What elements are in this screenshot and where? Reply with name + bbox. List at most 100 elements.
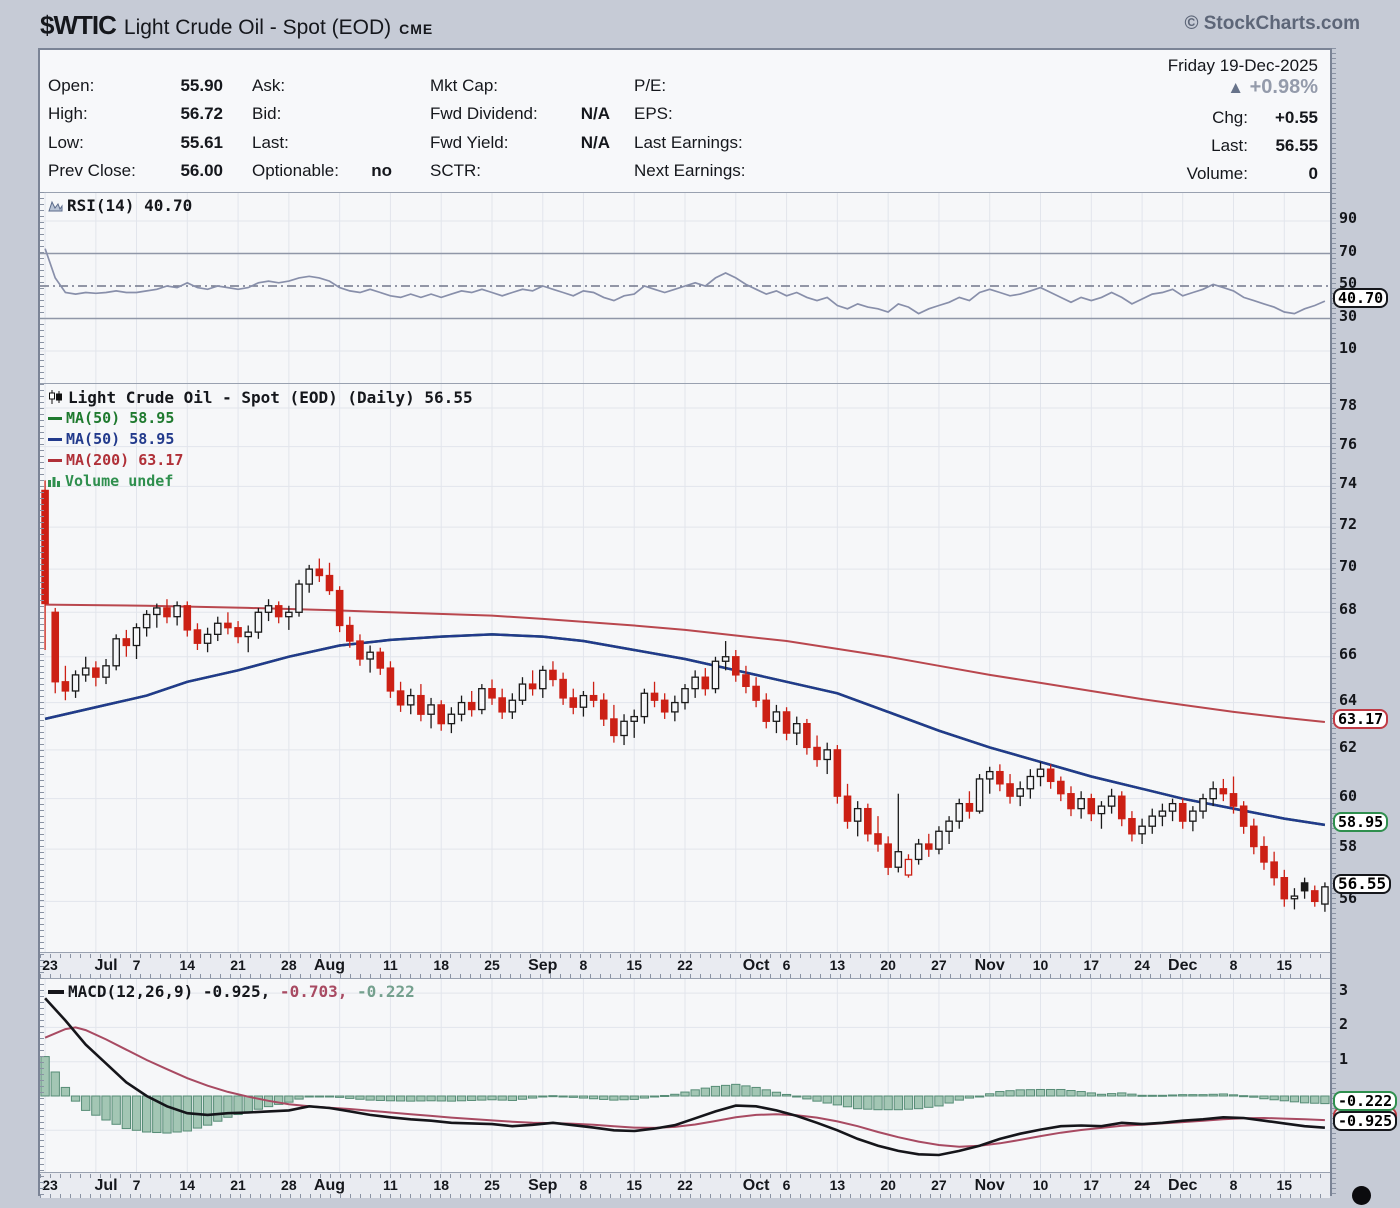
x-axis-month-label: Sep — [528, 957, 558, 974]
x-axis-day-label: 13 — [829, 957, 846, 973]
last-row: Last: 56.55 — [1211, 136, 1318, 155]
x-axis-bottom: 23 Jul 7 14 21 28 Aug 11 18 25 Sep 8 15 22 Oct 6 13 20 27 N… — [40, 1172, 1330, 1198]
y-axis-label: 66 — [1339, 644, 1358, 663]
rsi-legend: RSI(14) 40.70 — [48, 196, 192, 215]
x-axis-day-label: 14 — [179, 957, 196, 973]
x-axis-month-label: Dec — [1168, 957, 1198, 974]
high-value: 56.72 — [180, 104, 223, 123]
x-axis-month-label: Nov — [974, 957, 1005, 974]
x-axis-month-label: Nov — [974, 1177, 1005, 1194]
y-axis-label: 3 — [1339, 981, 1349, 1000]
last-label: Last: — [252, 133, 289, 152]
fwddiv-label: Fwd Dividend: — [430, 104, 538, 123]
x-axis-day-label: 15 — [1276, 957, 1293, 973]
volume-value: 0 — [1308, 164, 1318, 183]
y-axis-label: 74 — [1339, 474, 1358, 493]
volume-legend: Volume undef — [48, 471, 473, 492]
x-axis-day-label: 28 — [281, 1177, 297, 1193]
x-axis-day-label: 21 — [230, 957, 246, 973]
x-axis-day-label: 10 — [1032, 1177, 1049, 1193]
rsi-plot — [40, 193, 1330, 383]
macd-panel — [40, 978, 1330, 1172]
x-axis-day-label: 15 — [1276, 1177, 1293, 1193]
current-value-box: 40.70 — [1333, 288, 1389, 309]
candlestick-icon — [48, 390, 64, 404]
y-axis-label: 72 — [1339, 515, 1358, 534]
optionable-value: no — [371, 161, 392, 180]
x-axis-day-label: 18 — [433, 1177, 450, 1193]
x-axis-day-label: 8 — [579, 957, 588, 973]
x-axis-day-label: 24 — [1134, 957, 1150, 973]
macd-plot — [40, 979, 1330, 1172]
ma200-swatch — [48, 459, 62, 462]
x-axis-day-label: 8 — [1229, 1177, 1238, 1193]
lastearnings-label: Last Earnings: — [634, 133, 743, 152]
volume-bars-icon — [48, 476, 61, 487]
x-axis-month-label: Jul — [94, 957, 118, 974]
up-triangle-icon: ▲ — [1227, 78, 1245, 97]
macd-legend: MACD(12,26,9) -0.925, -0.703, -0.222 — [48, 982, 415, 1001]
y-axis-label: 56 — [1339, 889, 1358, 908]
x-axis-day-label: 25 — [484, 1177, 500, 1193]
ma50-blue-swatch — [48, 438, 62, 441]
main-legend-title: Light Crude Oil - Spot (EOD) (Daily) 56.… — [48, 387, 473, 408]
x-axis-top: 23 Jul 7 14 21 28 Aug 11 18 25 Sep 8 15 22 Oct 6 13 20 27 N… — [40, 952, 1330, 978]
x-axis-day-label: 23 — [42, 1177, 58, 1193]
rsi-panel — [40, 192, 1330, 383]
y-axis-label: 70 — [1339, 557, 1358, 576]
percent-change: ▲ +0.98% — [1227, 76, 1318, 98]
stockcharts-brand-link[interactable]: © StockCharts.com — [1184, 13, 1360, 34]
volume-row: Volume: 0 — [1186, 164, 1318, 183]
x-axis-day-label: 21 — [230, 1177, 246, 1193]
chg-value: +0.55 — [1274, 108, 1318, 127]
x-axis-day-label: 24 — [1134, 1177, 1150, 1193]
bid-label: Bid: — [252, 104, 282, 123]
x-axis-day-label: 8 — [579, 1177, 588, 1193]
last-value: 56.55 — [1275, 136, 1318, 155]
x-axis-day-label: 28 — [281, 957, 297, 973]
right-tick-ruler — [1332, 48, 1336, 1196]
header: $WTIC Light Crude Oil - Spot (EOD) CME © S… — [40, 10, 1360, 42]
y-axis-label: 76 — [1339, 434, 1358, 453]
main-legend: Light Crude Oil - Spot (EOD) (Daily) 56.… — [48, 387, 473, 492]
y-axis-label: 68 — [1339, 600, 1358, 619]
low-value: 55.61 — [180, 133, 223, 152]
x-axis-day-label: 17 — [1083, 957, 1100, 973]
pe-label: P/E: — [634, 76, 667, 95]
x-axis-day-label: 15 — [626, 957, 642, 973]
macd-line-swatch — [48, 990, 64, 994]
fwddiv-value: N/A — [580, 104, 610, 123]
y-axis-label: 30 — [1339, 306, 1358, 325]
x-axis-day-label: 6 — [782, 957, 791, 973]
price-panel — [40, 383, 1330, 952]
x-axis-day-label: 27 — [931, 1177, 947, 1193]
ma50-blue-legend: MA(50) 58.95 — [48, 429, 473, 450]
x-axis-day-label: 8 — [1229, 957, 1238, 973]
symbol: $WTIC — [40, 10, 117, 40]
current-value-box: -0.925 — [1333, 1110, 1398, 1131]
price-plot — [40, 384, 1330, 952]
prevclose-value: 56.00 — [180, 161, 223, 180]
x-axis-day-label: 20 — [880, 957, 896, 973]
y-axis-label: 60 — [1339, 786, 1358, 805]
x-axis-month-label: Oct — [742, 957, 770, 974]
x-axis-day-label: 25 — [484, 957, 500, 973]
x-axis-day-label: 20 — [880, 1177, 896, 1193]
sctr-label: SCTR: — [430, 161, 481, 180]
quote-panel: Open: 55.90 High: 56.72 Low: 55.61 Prev … — [40, 50, 1330, 192]
x-axis-month-label: Aug — [313, 957, 346, 974]
x-axis-day-label: 10 — [1032, 957, 1049, 973]
low-label: Low: — [48, 133, 84, 152]
date-label: Friday 19-Dec-2025 — [1167, 56, 1318, 75]
prevclose-label: Prev Close: — [48, 161, 136, 180]
y-axis-label: 1 — [1339, 1049, 1349, 1068]
y-axis-label: 90 — [1339, 209, 1358, 227]
y-axis-label: 70 — [1339, 241, 1358, 260]
x-axis-day-label: 14 — [179, 1177, 196, 1193]
corner-dot — [1352, 1186, 1371, 1205]
x-axis-day-label: 22 — [677, 1177, 693, 1193]
open-label: Open: — [48, 76, 95, 95]
chg-row: Chg: +0.55 — [1212, 108, 1318, 127]
high-label: High: — [48, 104, 88, 123]
fwdyield-value: N/A — [580, 133, 610, 152]
